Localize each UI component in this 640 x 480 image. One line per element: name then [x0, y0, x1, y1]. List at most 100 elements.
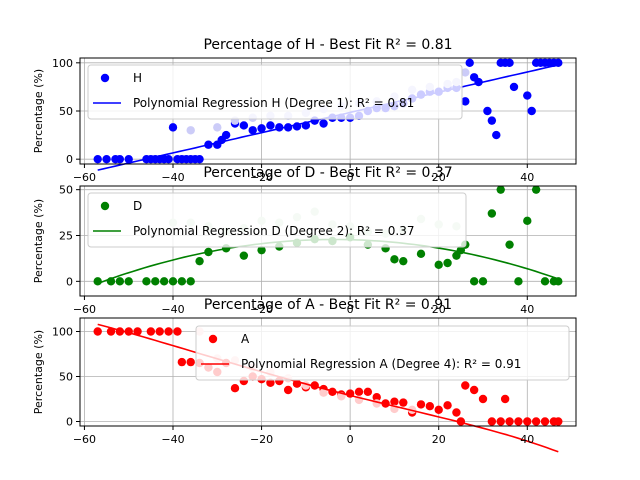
data-point — [452, 408, 461, 417]
x-tick-label: 20 — [432, 171, 446, 184]
x-tick-label: 20 — [432, 303, 446, 316]
data-point — [554, 417, 563, 426]
data-point — [434, 405, 443, 414]
data-point — [443, 258, 452, 268]
data-point — [461, 97, 470, 106]
data-point — [390, 255, 399, 264]
data-point — [168, 123, 178, 132]
legend-label: Polynomial Regression D (Degree 2): R² =… — [133, 224, 414, 238]
data-point — [514, 417, 523, 426]
axes-frame — [79, 185, 577, 297]
x-tick-label: 0 — [347, 303, 354, 316]
data-point — [554, 277, 563, 286]
data-point — [390, 397, 399, 406]
data-point — [195, 154, 204, 164]
legend-frame — [195, 325, 570, 381]
data-point — [527, 106, 536, 116]
data-point — [540, 277, 550, 286]
data-point — [523, 216, 532, 226]
data-point — [213, 123, 222, 132]
y-axis-label: Percentage (%) — [32, 199, 45, 283]
data-point — [164, 154, 173, 164]
data-point — [425, 402, 435, 411]
y-tick-label: 0 — [66, 275, 73, 288]
data-point — [151, 277, 160, 286]
data-point — [505, 240, 514, 249]
data-point — [487, 209, 497, 218]
legend-label: Polynomial Regression H (Degree 1): R² =… — [133, 96, 414, 110]
data-point — [319, 119, 328, 128]
legend-marker — [100, 201, 110, 211]
subplot-3: −60 −40 −20 0 20 40 0 50 100 Percentage (%) Percen… — [32, 297, 577, 453]
data-point — [354, 387, 364, 396]
legend-frame — [87, 192, 467, 248]
data-point — [461, 381, 470, 390]
data-point — [469, 385, 479, 395]
data-point — [283, 385, 293, 395]
data-point — [319, 388, 328, 397]
data-point — [159, 277, 169, 286]
data-point — [177, 277, 187, 286]
y-tick-label: 100 — [52, 57, 73, 70]
y-tick-label: 50 — [59, 184, 73, 197]
y-axis-label: Percentage (%) — [32, 330, 45, 414]
legend: H Polynomial Regression H (Degree 1): R² … — [87, 64, 463, 120]
data-point — [399, 398, 408, 407]
data-point — [257, 245, 266, 255]
legend-marker — [208, 334, 218, 344]
legend-frame — [87, 64, 463, 120]
data-point — [142, 277, 151, 286]
x-tick-label: 40 — [520, 171, 534, 184]
x-tick-label: −60 — [73, 171, 96, 184]
data-point — [221, 130, 231, 140]
data-point — [461, 68, 470, 77]
data-point — [483, 106, 492, 116]
data-point — [500, 394, 510, 404]
data-point — [177, 357, 187, 367]
data-point — [523, 91, 532, 100]
x-tick-label: −40 — [161, 433, 184, 446]
data-point — [505, 417, 514, 426]
data-point — [372, 393, 381, 402]
legend: A Polynomial Regression A (Degree 4): R² … — [195, 325, 570, 381]
data-point — [540, 417, 550, 426]
data-point — [106, 327, 116, 336]
data-point — [173, 327, 182, 336]
data-point — [239, 121, 249, 130]
subplot-1: −60 −40 −20 0 20 40 0 50 100 Percentage (%) Percen… — [32, 37, 577, 184]
data-point — [133, 327, 142, 336]
data-point — [523, 417, 532, 426]
data-point — [93, 277, 102, 286]
legend-marker — [100, 73, 110, 83]
data-point — [186, 277, 195, 286]
data-point — [487, 417, 497, 426]
data-point — [496, 417, 505, 426]
data-point — [257, 124, 266, 133]
y-tick-label: 50 — [59, 105, 73, 118]
data-point — [239, 251, 249, 260]
x-tick-label: 20 — [432, 433, 446, 446]
data-point — [505, 58, 514, 68]
x-tick-label: −40 — [161, 171, 184, 184]
data-point — [266, 378, 275, 387]
axes-frame — [79, 317, 577, 427]
y-tick-label: 0 — [66, 416, 73, 429]
data-point — [155, 327, 164, 336]
data-point — [102, 154, 111, 164]
y-tick-label: 100 — [52, 326, 73, 339]
data-point — [469, 277, 479, 286]
data-point — [248, 126, 257, 135]
x-tick-label: −20 — [250, 171, 273, 184]
data-point — [514, 277, 523, 286]
y-axis-label: Percentage (%) — [32, 69, 45, 153]
data-point — [487, 116, 497, 125]
x-tick-label: 40 — [520, 303, 534, 316]
data-point — [115, 154, 125, 164]
data-point — [531, 185, 541, 194]
data-point — [434, 260, 443, 270]
legend-label: A — [241, 332, 250, 346]
x-tick-label: 0 — [347, 433, 354, 446]
x-tick-label: −60 — [73, 303, 96, 316]
data-point — [146, 327, 156, 336]
